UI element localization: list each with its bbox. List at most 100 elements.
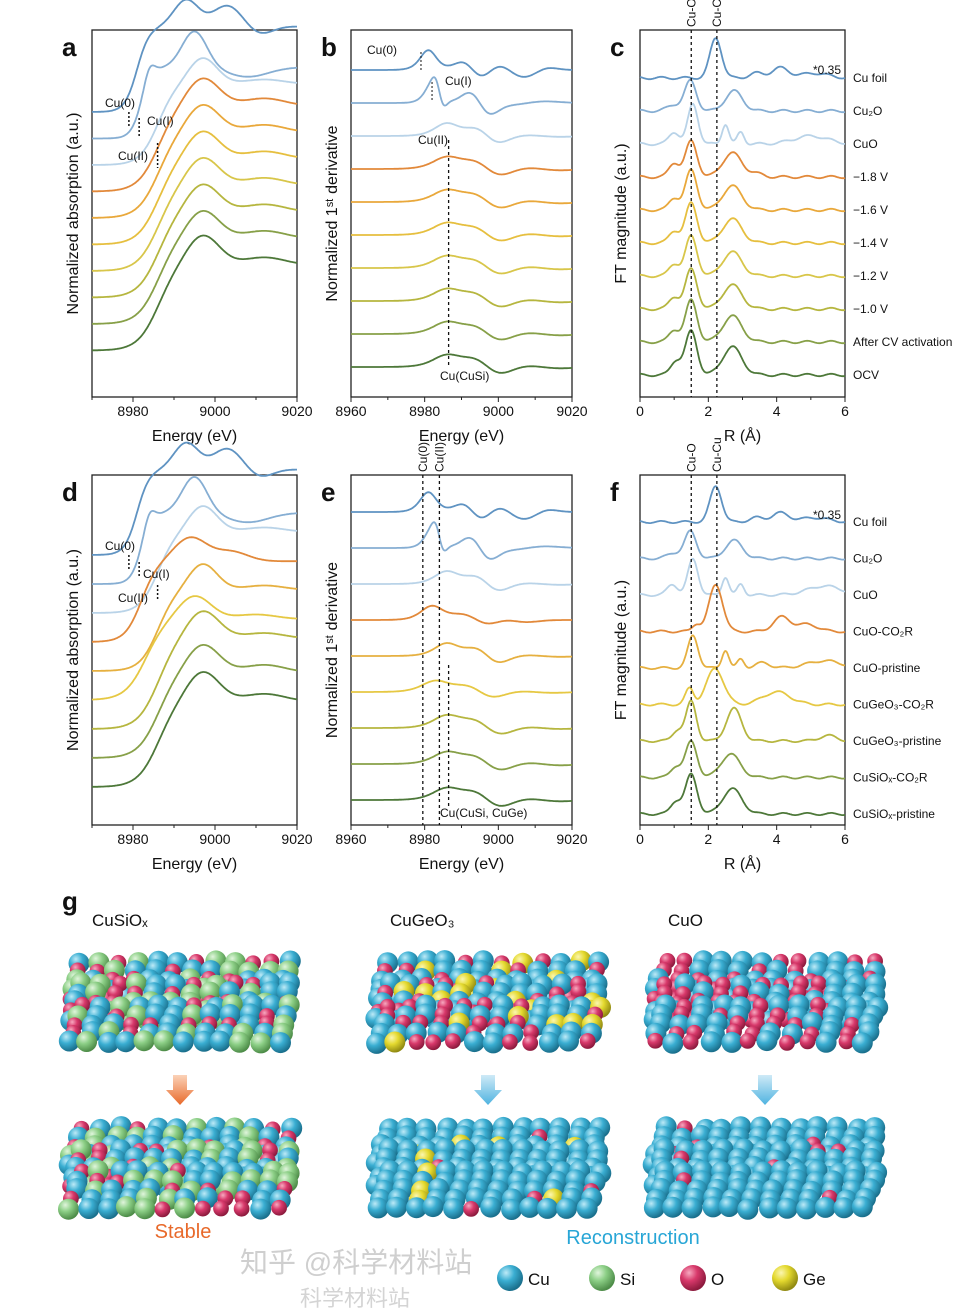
x-tick-label: 9000 — [199, 831, 230, 847]
cu-atom — [662, 1032, 684, 1054]
si-atom — [133, 1030, 155, 1052]
si-atom — [58, 1198, 79, 1220]
x-tick-label: 9020 — [556, 403, 587, 419]
o-atom — [213, 1200, 229, 1217]
series-label: −1.0 V — [853, 302, 888, 316]
x-axis-title: Energy (eV) — [419, 856, 504, 873]
series-label: CuSiOₓ-CO₂R — [853, 771, 928, 785]
model-title: CuGeO₃ — [390, 911, 455, 930]
series-label: OCV — [853, 368, 879, 382]
series-label: Cu foil — [853, 515, 887, 529]
series-label: CuGeO₃-pristine — [853, 734, 942, 748]
cu-atom — [756, 1030, 778, 1052]
panel-d: d 8980 9000 9020 Energy (eV) Normalized absor… — [62, 441, 313, 873]
o-atom — [463, 1201, 479, 1217]
series-line — [351, 254, 573, 275]
x-tick-label: 2 — [704, 403, 712, 419]
x-tick-label: 4 — [773, 403, 781, 419]
o-atom — [799, 1033, 816, 1050]
reconstruction-label: Reconstruction — [566, 1227, 699, 1249]
series-label: CuO-pristine — [853, 661, 921, 675]
series-line — [91, 156, 298, 272]
x-tick-label: 9020 — [556, 831, 587, 847]
model-before — [365, 950, 611, 1054]
plots-layer: a 8980 9000 9020 Energy (eV) Normalized absor… — [62, 0, 952, 873]
cu-atom — [759, 1197, 780, 1219]
cu-atom — [367, 1197, 389, 1219]
legend-o-atom-icon — [680, 1265, 706, 1291]
series-line — [351, 76, 572, 115]
x-tick-label: 6 — [841, 831, 849, 847]
series-line — [92, 563, 298, 672]
cu-atom — [801, 1012, 823, 1033]
series-line — [640, 557, 846, 597]
panel-letter: c — [610, 32, 624, 62]
panel-letter: b — [321, 32, 337, 62]
cu-atom — [814, 1196, 836, 1218]
series-line — [351, 604, 572, 625]
model-title: CuO — [668, 911, 703, 930]
o-atom — [739, 1033, 756, 1049]
series-line — [91, 183, 298, 299]
x-tick-label: 9020 — [281, 831, 312, 847]
legend-label: O — [711, 1270, 724, 1289]
series-line — [351, 491, 572, 520]
annotation: Cu(I) — [147, 114, 174, 128]
series-line — [640, 739, 846, 780]
annotation: Cu(II) — [418, 133, 448, 147]
annotation: Cu(CuSi) — [440, 369, 489, 383]
cu-atom — [193, 1030, 215, 1052]
series-label: CuSiOₓ-pristine — [853, 807, 935, 821]
x-tick-label: 2 — [704, 831, 712, 847]
si-atom — [229, 1031, 251, 1053]
y-axis-title: FT magnitude (a.u.) — [613, 580, 630, 720]
stable-label: Stable — [155, 1221, 212, 1243]
x-tick-label: 8980 — [409, 403, 440, 419]
cu-atom — [480, 1196, 502, 1218]
cu-atom — [115, 1031, 137, 1053]
series-line — [92, 441, 297, 556]
series-label: −1.6 V — [853, 203, 888, 217]
legend-label: Cu — [528, 1270, 550, 1289]
series-label: −1.4 V — [853, 236, 888, 250]
cu-atom — [851, 1196, 873, 1218]
x-axis-title: R (Å) — [724, 426, 761, 445]
cu-atom — [482, 1032, 504, 1054]
x-axis-title: Energy (eV) — [152, 856, 237, 873]
plot-frame — [639, 474, 846, 826]
cu-atom — [209, 1030, 231, 1052]
cu-atom — [776, 1197, 798, 1219]
cu-atom — [443, 1198, 465, 1220]
o-atom — [579, 1033, 596, 1049]
scale-note: *0.35 — [813, 508, 841, 522]
x-tick-label: 8980 — [409, 831, 440, 847]
cu-atom — [576, 1197, 598, 1219]
x-tick-label: 4 — [773, 831, 781, 847]
o-atom — [570, 983, 587, 1000]
series-line — [640, 529, 846, 561]
o-atom — [838, 1033, 855, 1050]
series-line — [351, 642, 572, 663]
cu-atom — [250, 1198, 272, 1220]
legend-label: Ge — [803, 1270, 826, 1289]
series-line — [92, 0, 297, 113]
cu-atom — [538, 1031, 560, 1053]
watermark: 知乎 @科学材料站 科学材料站 — [240, 1247, 472, 1311]
annotation: Cu(I) — [143, 567, 170, 581]
series-label: Cu₂O — [853, 104, 882, 118]
panel-g: g CuSiOₓ CuGeO₃ CuO Stable Reconstruction Cu Si… — [58, 886, 889, 1291]
si-atom — [134, 1198, 156, 1220]
x-tick-label: 0 — [636, 403, 644, 419]
series-line — [91, 234, 298, 352]
series-label: CuGeO₃-CO₂R — [853, 698, 934, 712]
series-line — [640, 168, 846, 213]
panel-letter: d — [62, 477, 78, 507]
o-atom — [445, 1033, 461, 1049]
series-line — [351, 122, 572, 144]
x-tick-label: 6 — [841, 403, 849, 419]
series-line — [91, 77, 298, 193]
x-axis-title: Energy (eV) — [419, 428, 504, 445]
cu-atom — [366, 1032, 388, 1054]
y-axis-title: FT magnitude (a.u.) — [613, 143, 630, 283]
